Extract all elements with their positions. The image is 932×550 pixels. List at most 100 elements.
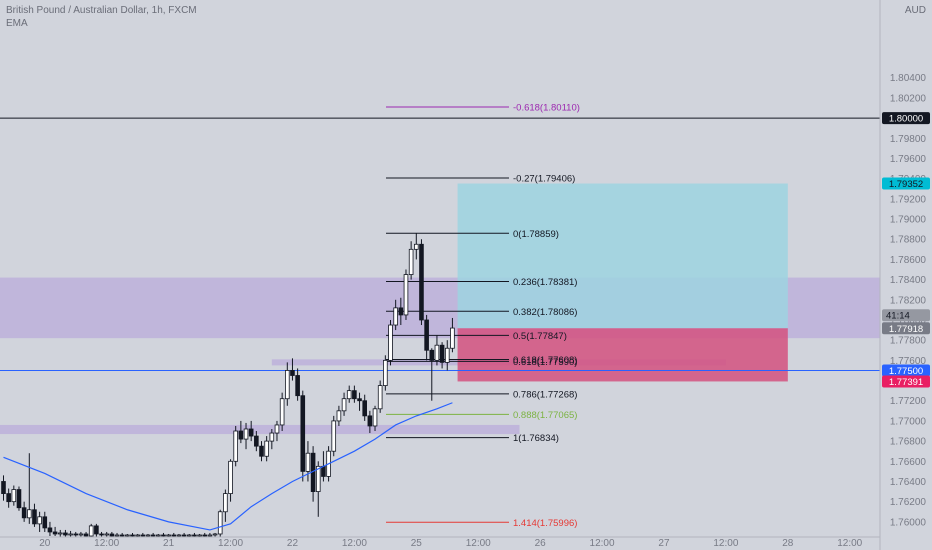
price-badge-bg-0: [882, 112, 930, 125]
candle-35: [181, 534, 187, 537]
time-tick-13: 12:00: [837, 538, 862, 549]
lines-layer: [0, 117, 880, 371]
candle-44: [228, 460, 233, 494]
ema-layer: [3, 402, 453, 531]
candle-14: [73, 533, 79, 536]
candle-45: [233, 430, 239, 462]
candle-55: [284, 370, 290, 400]
symbol-title[interactable]: British Pound / Australian Dollar, 1h, F…: [6, 5, 197, 16]
price-badge-4: 1.77391: [889, 377, 923, 388]
candles-layer: [1, 233, 455, 537]
fib-label-9: 0.888(1.77065): [513, 410, 577, 421]
candle-84: [434, 344, 440, 361]
candle-41: [212, 533, 218, 536]
candle-28: [145, 534, 151, 537]
price-tick-18: 1.76800: [890, 437, 927, 448]
candle-9: [47, 527, 53, 533]
candle-24: [125, 534, 130, 537]
candle-67: [346, 390, 352, 400]
candle-34: [176, 534, 182, 537]
candle-79: [408, 248, 414, 275]
candle-66: [341, 398, 347, 412]
candle-81: [419, 243, 424, 321]
price-tick-13: 1.77800: [890, 336, 927, 347]
price-tick-9: 1.78600: [890, 255, 927, 266]
candle-21: [109, 533, 115, 537]
time-tick-8: 26: [535, 538, 547, 549]
candle-7: [37, 516, 42, 525]
candle-26: [135, 534, 140, 537]
fib-label-4: 0.382(1.78086): [513, 307, 577, 318]
candle-37: [192, 534, 197, 537]
price-tick-22: 1.76000: [890, 517, 927, 528]
candle-32: [166, 534, 171, 537]
zones-layer: [0, 183, 880, 435]
indicator-label[interactable]: EMA: [6, 18, 28, 29]
time-tick-0: 20: [39, 538, 51, 549]
candle-47: [243, 428, 249, 440]
candle-38: [197, 534, 202, 537]
candle-39: [202, 534, 208, 537]
time-tick-7: 12:00: [466, 538, 491, 549]
time-tick-3: 12:00: [218, 538, 243, 549]
countdown-badge: 41:14: [886, 310, 910, 321]
candle-49: [254, 435, 259, 447]
candle-85: [439, 344, 445, 363]
candle-1: [6, 493, 11, 503]
candle-64: [331, 420, 337, 452]
time-axis[interactable]: 20 12:00 21 12:00 22 12:00 25 12:00 26 12:00 27 12:…: [0, 536, 880, 549]
price-tick-11: 1.78200: [890, 295, 927, 306]
candle-31: [161, 534, 166, 537]
candle-22: [114, 534, 120, 537]
price-tick-21: 1.76200: [890, 497, 927, 508]
price-tick-8: 1.78800: [890, 235, 927, 246]
candle-8: [42, 516, 48, 529]
candle-58: [300, 395, 306, 472]
candle-12: [63, 532, 68, 536]
time-tick-2: 21: [163, 538, 175, 549]
price-tick-10: 1.78400: [890, 275, 927, 286]
chart-legend: British Pound / Australian Dollar, 1h, F…: [6, 4, 197, 30]
price-axis[interactable]: AUD1.804001.802001.800001.798001.796001.…: [879, 0, 932, 550]
candle-16: [83, 533, 89, 537]
fib-label-7: 0.618(1.77590): [513, 357, 577, 368]
candle-10: [52, 531, 58, 535]
candle-76: [393, 307, 398, 326]
candle-27: [140, 534, 146, 537]
time-tick-10: 27: [658, 538, 670, 549]
time-tick-6: 25: [411, 538, 423, 549]
support-resistance-zone-2[interactable]: [0, 424, 520, 435]
candle-57: [295, 375, 300, 397]
candle-5: [26, 509, 32, 519]
candle-73: [377, 385, 383, 410]
candle-51: [264, 440, 269, 457]
fib-label-6: 0.618(1.77608): [513, 355, 577, 366]
fib-label-2: 0(1.78859): [513, 229, 559, 240]
price-tick-3: 1.79800: [890, 134, 927, 145]
candle-17: [88, 525, 94, 537]
candle-56: [290, 370, 295, 376]
candle-40: [207, 534, 213, 537]
price-tick-4: 1.79600: [890, 154, 927, 165]
position-target-zone[interactable]: [457, 183, 788, 329]
time-tick-12: 28: [782, 538, 794, 549]
candle-78: [403, 274, 409, 316]
candle-71: [367, 415, 373, 427]
price-tick-16: 1.77200: [890, 396, 927, 407]
ema-line[interactable]: [3, 402, 453, 531]
fib-label-8: 0.786(1.77268): [513, 389, 577, 400]
candle-48: [248, 428, 254, 437]
candle-19: [99, 533, 104, 536]
price-tick-17: 1.77000: [890, 416, 927, 427]
price-badge-bg-3: [882, 364, 930, 377]
candle-25: [130, 534, 135, 537]
candle-3: [16, 489, 22, 509]
price-tick-19: 1.76600: [890, 457, 927, 468]
position-stop-zone[interactable]: [457, 328, 788, 382]
price-tick-0: 1.80400: [890, 73, 927, 84]
candle-50: [259, 445, 264, 457]
candle-43: [223, 493, 228, 513]
price-badge-bg-2: [882, 322, 930, 335]
